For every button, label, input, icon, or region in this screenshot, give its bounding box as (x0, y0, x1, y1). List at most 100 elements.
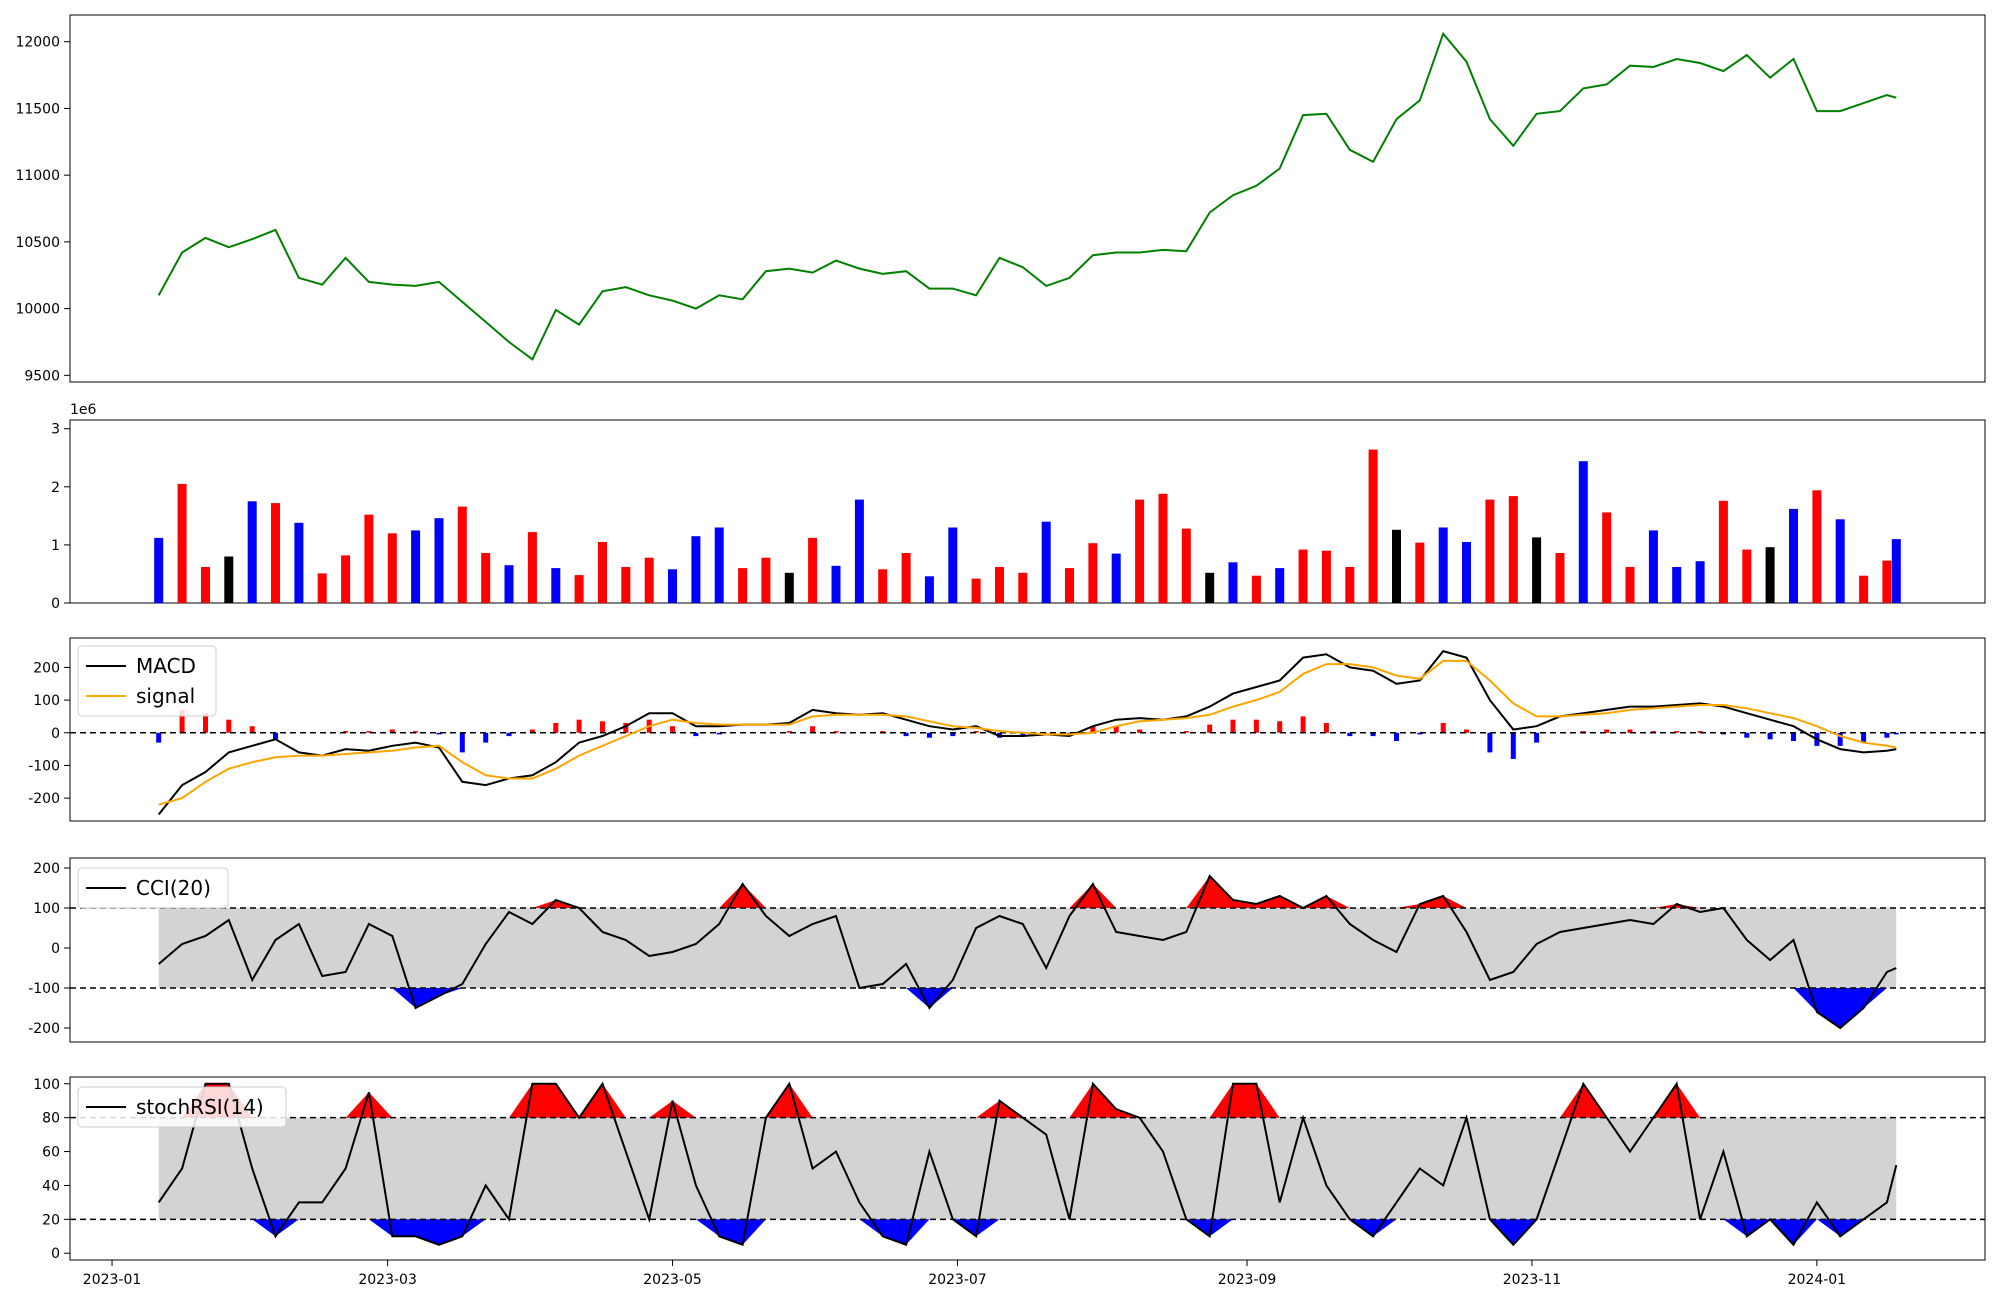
macd-ytick-label: 0 (51, 726, 60, 742)
volume-ytick-label: 0 (51, 596, 60, 612)
volume-bar (271, 503, 280, 603)
price-ytick-label: 9500 (24, 368, 60, 384)
volume-bar (1135, 499, 1145, 603)
macd-histogram-bar (1020, 732, 1026, 737)
volume-bar (1625, 567, 1635, 603)
volume-bar (901, 553, 911, 603)
macd-histogram-bar (1253, 719, 1259, 733)
cci-oversold-fill (158, 988, 1897, 1028)
macd-histogram-bar (1323, 723, 1329, 733)
macd-legend: MACD signal (77, 645, 217, 717)
volume-bar (1111, 553, 1121, 603)
volume-bar (738, 568, 748, 603)
volume-bar (387, 533, 397, 603)
stochrsi-ytick-label: 20 (42, 1212, 60, 1228)
macd-histogram-bar (1744, 732, 1750, 738)
volume-bar (247, 501, 257, 603)
volume-bar (1228, 562, 1238, 603)
volume-bar (1602, 512, 1612, 603)
legend-box (77, 867, 229, 909)
macd-histogram-bar (226, 719, 232, 733)
volume-bar (971, 578, 981, 603)
legend-entry: signal (136, 684, 195, 708)
volume-bar (1298, 549, 1308, 603)
volume-bar (1415, 542, 1425, 603)
macd-ytick-label: -200 (28, 791, 60, 807)
volume-bar (1578, 461, 1588, 603)
macd-histogram-bar (483, 732, 489, 743)
macd-histogram-bar (1837, 732, 1843, 746)
volume-scale-label: 1e6 (70, 402, 97, 418)
macd-histogram-bar (950, 732, 956, 737)
macd-histogram-bar (156, 732, 162, 743)
volume-bar (481, 553, 491, 603)
volume-bar (831, 565, 841, 603)
price-ytick-label: 11000 (15, 168, 60, 184)
volume-bar (1018, 572, 1028, 603)
volume-bar (574, 575, 584, 603)
macd-histogram-bar (413, 731, 419, 733)
macd-histogram-bar (693, 732, 699, 737)
volume-bar (341, 555, 351, 603)
macd-histogram-bar (1207, 724, 1213, 733)
volume-bar (1812, 490, 1822, 603)
x-axis: 2023-01 2023-03 2023-05 2023-07 2023-09 2023-… (83, 1260, 1846, 1288)
volume-bar (1345, 567, 1355, 603)
panel-volume: 0 1 2 3 1e6 (51, 402, 1986, 612)
volume-ytick-label: 3 (51, 422, 60, 438)
volume-bar (1789, 508, 1798, 603)
volume-bar (1891, 539, 1901, 603)
macd-histogram-bar (273, 732, 278, 740)
cci-band (158, 908, 1897, 988)
cci-frame (69, 857, 1986, 1043)
x-tick-label: 2023-05 (643, 1272, 702, 1288)
volume-bar (1765, 547, 1775, 603)
volume-bar (854, 499, 864, 603)
volume-bar (1672, 567, 1682, 603)
macd-histogram-bar (1767, 732, 1773, 740)
macd-ytick-label: -100 (28, 758, 60, 774)
volume-bar (761, 557, 771, 603)
macd-histogram-bar (1464, 729, 1469, 733)
macd-series-line (157, 649, 1897, 816)
legend-box (77, 1086, 287, 1128)
cci-legend: CCI(20) (77, 867, 229, 909)
volume-bar (995, 567, 1004, 603)
volume-bar (527, 532, 537, 603)
macd-histogram-bar (1487, 732, 1493, 753)
volume-bar (1158, 493, 1168, 603)
volume-bar (504, 565, 514, 603)
macd-histogram-bar (249, 726, 255, 733)
volume-bar (1205, 572, 1215, 603)
macd-histogram-bar (1604, 729, 1610, 733)
volume-bar (1859, 575, 1869, 603)
macd-histogram-bar (1230, 719, 1236, 733)
macd-histogram-bar (926, 732, 932, 738)
legend-box (77, 645, 217, 717)
macd-histogram-bar (1347, 732, 1353, 737)
volume-bar (878, 569, 888, 603)
stochrsi-frame (69, 1076, 1986, 1261)
macd-histogram-bar (786, 731, 792, 733)
volume-ytick-label: 2 (51, 480, 60, 496)
panel-stochrsi: 0 20 40 60 80 100 stochRSI(14) (33, 1076, 1986, 1262)
macd-histogram-bar (716, 732, 722, 735)
volume-bar (224, 556, 234, 603)
macd-histogram-bar (1113, 726, 1119, 733)
macd-histogram-bar (203, 713, 208, 733)
volume-bar (1835, 519, 1845, 603)
volume-bar (364, 514, 374, 603)
macd-histogram-bar (436, 732, 442, 735)
volume-bar (621, 567, 631, 603)
x-tick-label: 2023-07 (928, 1272, 987, 1288)
macd-histogram-bar (459, 732, 465, 753)
volume-bar (1462, 542, 1471, 603)
volume-bar (1251, 575, 1261, 603)
volume-bar (1485, 499, 1495, 603)
macd-histogram-bar (1674, 731, 1680, 733)
x-tick-label: 2024-01 (1788, 1272, 1847, 1288)
panel-macd: -200 -100 0 100 200 MACD signal (28, 637, 1986, 822)
volume-bar (668, 569, 677, 603)
macd-ytick-label: 100 (33, 693, 60, 709)
volume-bar (317, 573, 327, 603)
